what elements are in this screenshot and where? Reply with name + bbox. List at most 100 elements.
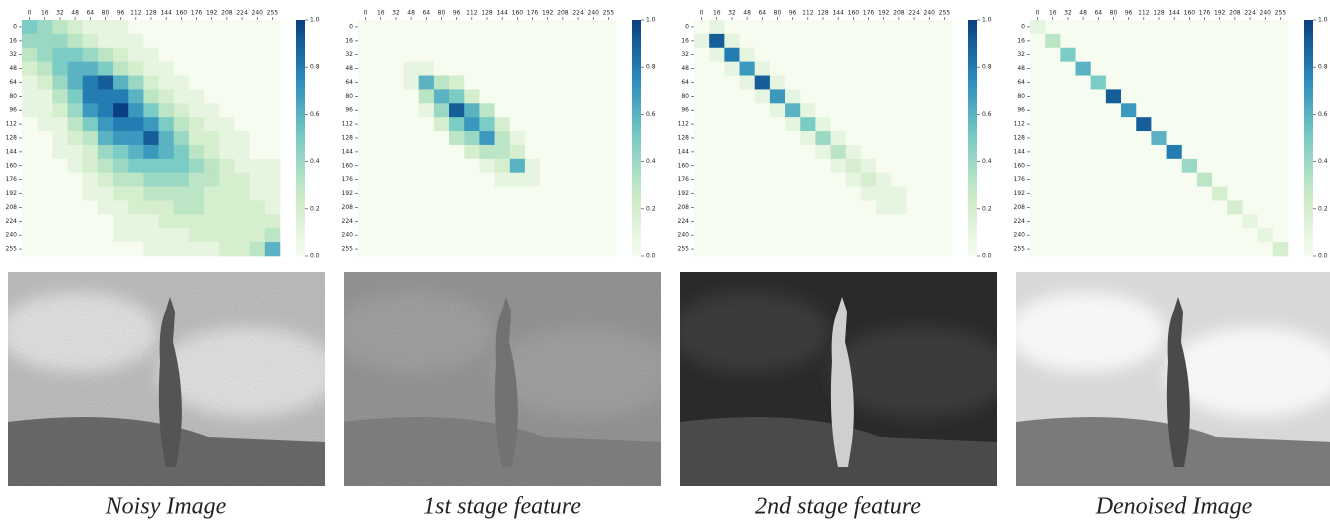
heatmap-cell (740, 159, 755, 173)
heatmap-cell (740, 117, 755, 131)
heatmap-cell (174, 76, 189, 90)
heatmap-cell (358, 228, 373, 242)
colorbar-segment (968, 248, 977, 252)
heatmap-cell (174, 48, 189, 62)
heatmap-cell (510, 117, 525, 131)
heatmap-cell (861, 242, 876, 256)
heatmap-cell (479, 242, 494, 256)
x-tick-label: 48 (407, 10, 415, 17)
heatmap-cell (846, 131, 861, 145)
heatmap-cell (740, 103, 755, 117)
heatmap-cell (1136, 214, 1151, 228)
heatmap-cell (449, 228, 464, 242)
heatmap-cell (570, 20, 585, 34)
heatmap-cell (250, 20, 265, 34)
colorbar-segment (296, 110, 305, 114)
colorbar-segment (1304, 44, 1313, 48)
heatmap-cell (52, 200, 67, 214)
heatmap-cell (479, 117, 494, 131)
heatmap-cell (709, 48, 724, 62)
heatmap-cell (1227, 214, 1242, 228)
heatmap-cell (1106, 20, 1121, 34)
heatmap-cell (113, 34, 128, 48)
heatmap-cell (189, 159, 204, 173)
colorbar-segment (296, 122, 305, 126)
heatmap-cell (937, 228, 952, 242)
heatmap-cell (1167, 145, 1182, 159)
heatmap-cell (1106, 62, 1121, 76)
heatmap-cell (601, 117, 616, 131)
heatmap-cell (1258, 242, 1273, 256)
heatmap-cell (250, 214, 265, 228)
heatmap-cell (143, 200, 158, 214)
colorbar-segment (1304, 83, 1313, 87)
heatmap-cell (1273, 20, 1288, 34)
colorbar-segment (296, 189, 305, 193)
heatmap-cell (1212, 159, 1227, 173)
heatmap-cell (510, 200, 525, 214)
heatmap-cell (128, 145, 143, 159)
heatmap-cell (1242, 131, 1257, 145)
heatmap-cell (1258, 214, 1273, 228)
heatmap-cell (22, 48, 37, 62)
colorbar-segment (632, 205, 641, 209)
heatmap-cell (174, 34, 189, 48)
heatmap-cell (250, 48, 265, 62)
heatmap-cell (495, 131, 510, 145)
heatmap-cell (906, 145, 921, 159)
heatmap-cell (570, 159, 585, 173)
heatmap-cell (52, 187, 67, 201)
x-tick-label: 96 (453, 10, 461, 17)
heatmap-cell (1106, 34, 1121, 48)
colorbar-segment (632, 107, 641, 111)
heatmap-cell (891, 103, 906, 117)
colorbar-segment (296, 177, 305, 181)
heatmap-cell (37, 48, 52, 62)
heatmap-cell (800, 117, 815, 131)
colorbar-segment (1304, 79, 1313, 83)
heatmap-cell (831, 117, 846, 131)
heatmap-cell (68, 131, 83, 145)
heatmap-cell (388, 159, 403, 173)
cloud (494, 327, 674, 417)
heatmap-cell (479, 76, 494, 90)
x-tick-label: 192 (542, 10, 554, 17)
heatmap-cell (755, 103, 770, 117)
caption: 1st stage feature (423, 494, 581, 520)
heatmap-cell (113, 103, 128, 117)
x-tick-label: 96 (789, 10, 797, 17)
y-tick-label: 32 (681, 51, 689, 58)
colorbar-segment (632, 110, 641, 114)
heatmap-cell (1091, 48, 1106, 62)
heatmap-cell (464, 159, 479, 173)
heatmap-cell (906, 242, 921, 256)
heatmap-cell (265, 117, 280, 131)
heatmap-cell (204, 117, 219, 131)
colorbar-segment (296, 142, 305, 146)
heatmap-cell (495, 89, 510, 103)
heatmap-cell (434, 159, 449, 173)
heatmap-cell (1060, 200, 1075, 214)
heatmap-cell (861, 145, 876, 159)
heatmap-cell (1258, 159, 1273, 173)
heatmap-cell (219, 131, 234, 145)
heatmap-cell (1030, 214, 1045, 228)
heatmap-cell (373, 62, 388, 76)
heatmap-cell (159, 242, 174, 256)
heatmap-cell (174, 20, 189, 34)
colorbar-segment (296, 166, 305, 170)
heatmap-cell (434, 228, 449, 242)
heatmap-cell (540, 20, 555, 34)
heatmap-cell (373, 103, 388, 117)
x-tick-label: 144 (1168, 10, 1180, 17)
heatmap-cell (1045, 131, 1060, 145)
heatmap-cell (694, 145, 709, 159)
heatmap-cell (1197, 117, 1212, 131)
heatmap-cell (1242, 173, 1257, 187)
heatmap-cell (861, 103, 876, 117)
heatmap-cell (724, 228, 739, 242)
heatmap-cell (770, 159, 785, 173)
colorbar-segment (1304, 236, 1313, 240)
heatmap-cell (1030, 34, 1045, 48)
heatmap-cell (724, 117, 739, 131)
